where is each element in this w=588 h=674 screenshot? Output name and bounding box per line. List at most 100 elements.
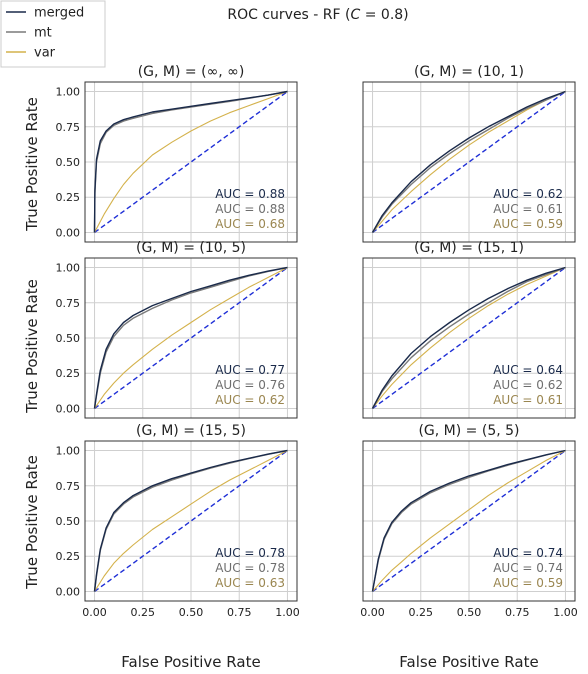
series-line-var [94,90,288,233]
auc-label-var: AUC = 0.68 [215,217,285,231]
series-line-var [372,450,566,592]
x-tick-label: 0.75 [505,606,530,619]
plot-frame [362,257,576,419]
series-line-merged [371,449,566,592]
panel-title-prefix: (G, M) = ( [138,64,207,80]
series-line-var [94,450,288,592]
y-tick-label: 0.50 [56,515,81,528]
panel-title-suffix: ) [239,64,244,80]
x-tick-label: 0.00 [82,606,107,619]
series-line-merged [371,90,566,233]
y-tick-label: 0.75 [56,121,81,134]
y-tick-label: 0.25 [56,191,81,204]
panel-title-value: 5, 5 [487,423,514,439]
y-tick-label: 0.75 [56,480,81,493]
figure-title-suffix: = 0.8) [360,7,408,23]
legend-label-merged: merged [34,6,84,21]
panel-title: (G, M) = (10, 5) [136,240,246,256]
x-tick-label: 0.50 [457,606,482,619]
series-line-merged [93,449,288,592]
y-tick-label: 0.75 [56,297,81,310]
auc-label-merged: AUC = 0.77 [215,363,285,377]
legend-label-var: var [34,46,56,61]
x-axis-label-col-2: False Positive Rate [399,653,538,671]
series-line-var [372,90,566,233]
plot-frame [84,440,298,602]
x-tick-label: 0.75 [227,606,252,619]
roc-panel-1: (G, M) = (∞, ∞) 0.00 0.25 0.50 0.75 1.00 AUC =… [56,64,298,243]
auc-label-var: AUC = 0.59 [493,576,563,590]
plot-frame [362,81,576,243]
y-axis-label-row-1: True Positive Rate [23,97,41,232]
roc-panel-5: (G, M) = (15, 5) 0.00 0.25 0.50 0.75 1.00 0.00… [56,423,300,619]
y-axis-label-row-2: True Positive Rate [23,279,41,414]
panel-title-prefix: (G, M) = ( [414,240,483,256]
y-axis-label-row-3: True Positive Rate [23,455,41,590]
panel-title-suffix: ) [514,423,519,439]
x-tick-label: 0.25 [409,606,434,619]
plot-frame [84,81,298,243]
roc-panel-3: (G, M) = (10, 5) 0.00 0.25 0.50 0.75 1.00 AUC … [56,240,298,419]
panel-title: (G, M) = (10, 1) [414,64,524,80]
auc-label-var: AUC = 0.63 [215,576,285,590]
y-tick-label: 0.00 [56,585,81,598]
auc-label-merged: AUC = 0.64 [493,363,563,377]
roc-panel-6: (G, M) = (5, 5) 0.00 0.25 0.50 0.75 1.00 AUC =… [360,423,577,619]
y-tick-label: 1.00 [56,262,81,275]
x-tick-label: 0.00 [360,606,385,619]
series-line-mt [371,90,566,233]
series-line-mt [371,266,566,409]
x-tick-label: 0.25 [131,606,156,619]
auc-label-var: AUC = 0.62 [215,393,285,407]
auc-label-merged: AUC = 0.62 [493,187,563,201]
panel-title-prefix: (G, M) = ( [136,423,205,439]
y-tick-label: 1.00 [56,445,81,458]
panel-title-value: 10, 1 [483,64,519,80]
auc-label-merged: AUC = 0.88 [215,187,285,201]
panel-title: (G, M) = (15, 5) [136,423,246,439]
y-tick-label: 0.25 [56,550,81,563]
auc-label-merged: AUC = 0.74 [493,546,563,560]
auc-label-mt: AUC = 0.61 [493,202,563,216]
auc-label-mt: AUC = 0.76 [215,378,285,392]
panel-title-suffix: ) [241,423,246,439]
y-tick-label: 0.25 [56,367,81,380]
auc-label-var: AUC = 0.61 [493,393,563,407]
panel-title-prefix: (G, M) = ( [136,240,205,256]
legend: merged mt var [0,0,106,68]
panel-title: (G, M) = (5, 5) [418,423,519,439]
panel-title-value: 15, 1 [483,240,519,256]
x-tick-label: 1.00 [275,606,300,619]
panel-title-prefix: (G, M) = ( [418,423,487,439]
panel-title-suffix: ) [519,64,524,80]
y-tick-label: 0.50 [56,332,81,345]
auc-label-mt: AUC = 0.74 [493,561,563,575]
panel-title-prefix: (G, M) = ( [414,64,483,80]
panel-title-suffix: ) [519,240,524,256]
legend-label-mt: mt [34,26,52,41]
figure-title-prefix: ROC curves - RF ( [227,7,350,23]
series-line-var [372,266,566,409]
series-line-mt [93,266,288,409]
auc-label-mt: AUC = 0.78 [215,561,285,575]
series-line-var [94,267,288,409]
series-line-merged [93,90,288,233]
panel-title-value: ∞, ∞ [207,64,239,80]
y-tick-label: 0.00 [56,226,81,239]
x-tick-label: 0.50 [179,606,204,619]
panel-title-value: 15, 5 [205,423,241,439]
figure-title: ROC curves - RF (C = 0.8) [227,7,408,23]
plot-frame [362,440,576,602]
panel-title: (G, M) = (15, 1) [414,240,524,256]
panel-title: (G, M) = (∞, ∞) [138,64,245,80]
panel-title-value: 10, 5 [205,240,241,256]
auc-label-merged: AUC = 0.78 [215,546,285,560]
series-line-merged [371,266,566,409]
x-axis-label-col-1: False Positive Rate [121,653,260,671]
plot-frame [84,257,298,419]
panel-title-suffix: ) [241,240,246,256]
series-line-merged [93,266,288,409]
